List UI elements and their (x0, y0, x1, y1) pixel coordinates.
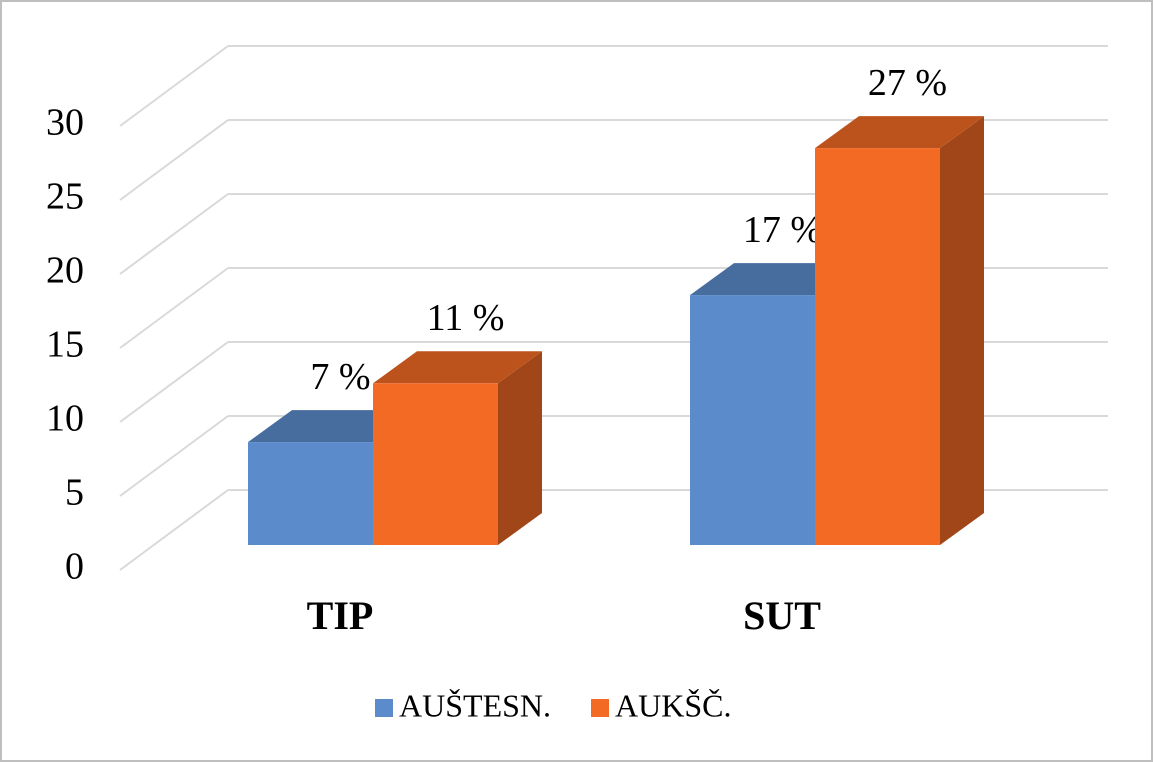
x-tick-label: SUT (743, 593, 821, 638)
legend-label: AUKŠČ. (615, 687, 731, 723)
value-label: 27 % (868, 62, 947, 104)
value-label: 11 % (427, 297, 505, 339)
grid-line (119, 415, 229, 497)
bar (690, 295, 815, 545)
bar-top (815, 116, 984, 149)
bar-top (373, 351, 542, 384)
grid-line (119, 267, 229, 349)
legend-swatch (591, 699, 610, 717)
y-tick-label: 30 (46, 102, 84, 144)
value-label: 17 % (743, 209, 822, 251)
x-tick-label: TIP (307, 593, 374, 638)
grid-line (119, 45, 229, 127)
bar (373, 383, 498, 545)
bar (815, 148, 940, 545)
y-tick-label: 0 (65, 546, 84, 588)
grid-line (119, 119, 229, 201)
legend-label: AUŠTESN. (399, 687, 551, 723)
bar (248, 442, 373, 545)
grid-line (119, 489, 229, 571)
y-tick-label: 15 (46, 324, 84, 366)
bar-side (940, 116, 984, 545)
grid-line (119, 341, 229, 423)
bar-side (498, 351, 542, 545)
legend-swatch (375, 699, 393, 717)
grid-line (119, 193, 229, 275)
value-label: 7 % (310, 356, 370, 398)
y-tick-label: 5 (65, 472, 84, 514)
y-tick-label: 10 (46, 398, 84, 440)
y-tick-label: 25 (46, 176, 84, 218)
y-tick-label: 20 (46, 250, 84, 292)
